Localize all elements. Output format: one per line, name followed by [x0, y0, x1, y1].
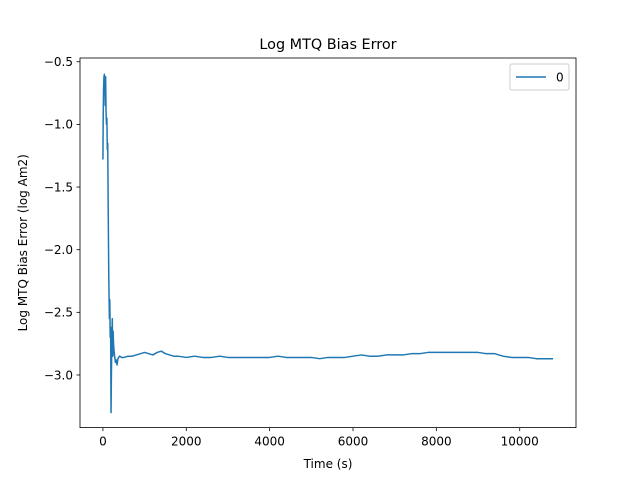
x-tick-label: 4000: [254, 435, 285, 449]
y-tick-label: −0.5: [44, 55, 73, 69]
x-axis-label: Time (s): [303, 457, 353, 471]
x-axis-ticks: 0 2000 4000 6000 8000 10000: [99, 427, 539, 449]
y-axis-label: Log MTQ Bias Error (log Am2): [16, 154, 30, 331]
x-tick-label: 0: [99, 435, 107, 449]
y-tick-label: −3.0: [44, 368, 73, 382]
y-tick-label: −1.5: [44, 180, 73, 194]
y-tick-label: −1.0: [44, 118, 73, 132]
chart-title: Log MTQ Bias Error: [259, 37, 396, 53]
x-tick-label: 10000: [501, 435, 539, 449]
x-tick-label: 8000: [421, 435, 452, 449]
y-tick-label: −2.5: [44, 306, 73, 320]
y-tick-label: −2.0: [44, 243, 73, 257]
series-line-0: [102, 73, 554, 414]
plot-area: [79, 57, 577, 429]
legend: 0: [509, 63, 570, 91]
axes-frame: [79, 57, 577, 429]
axes-background: [80, 58, 576, 428]
legend-label-0: 0: [556, 71, 564, 85]
y-axis-ticks: −0.5 −1.0 −1.5 −2.0 −2.5 −3.0: [44, 55, 80, 382]
x-tick-label: 6000: [338, 435, 369, 449]
x-tick-label: 2000: [171, 435, 202, 449]
